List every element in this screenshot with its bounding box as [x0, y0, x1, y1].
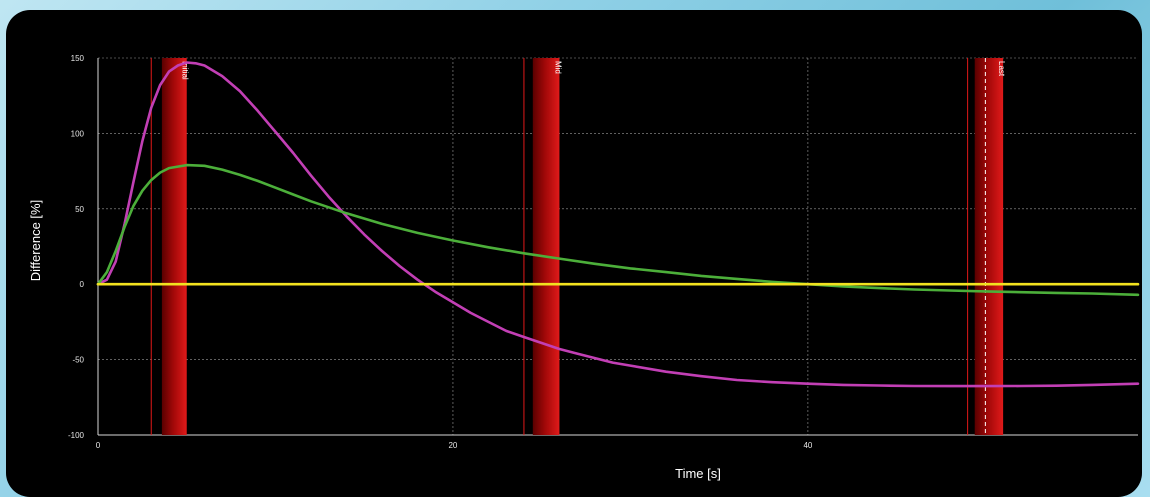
x-tick-label: 40: [803, 441, 812, 450]
y-tick-label: -100: [68, 431, 85, 440]
marker-band: [532, 58, 560, 435]
series-line-1: [96, 163, 1140, 297]
line-chart: Initial Mid Last -100 -50 0 50 100 150 0 20 40 Time…: [28, 54, 1140, 481]
marker-label: Mid: [553, 61, 562, 74]
y-tick-label: -50: [72, 356, 84, 365]
marker-band: [974, 58, 1004, 435]
chart-panel: Initial Mid Last -100 -50 0 50 100 150 0 20 40 Time…: [6, 10, 1142, 497]
marker-band: [161, 58, 187, 435]
y-tick-label: 0: [80, 280, 85, 289]
y-tick-label: 50: [75, 205, 84, 214]
marker-label: Initial: [181, 61, 190, 80]
y-tick-label: 100: [71, 129, 85, 138]
marker-label: Last: [997, 61, 1006, 77]
y-axis-title: Difference [%]: [28, 200, 43, 281]
series-line-0: [96, 61, 1140, 388]
x-tick-label: 20: [448, 441, 457, 450]
x-tick-label: 0: [96, 441, 101, 450]
y-tick-label: 150: [71, 54, 85, 63]
x-axis-title: Time [s]: [675, 466, 721, 481]
